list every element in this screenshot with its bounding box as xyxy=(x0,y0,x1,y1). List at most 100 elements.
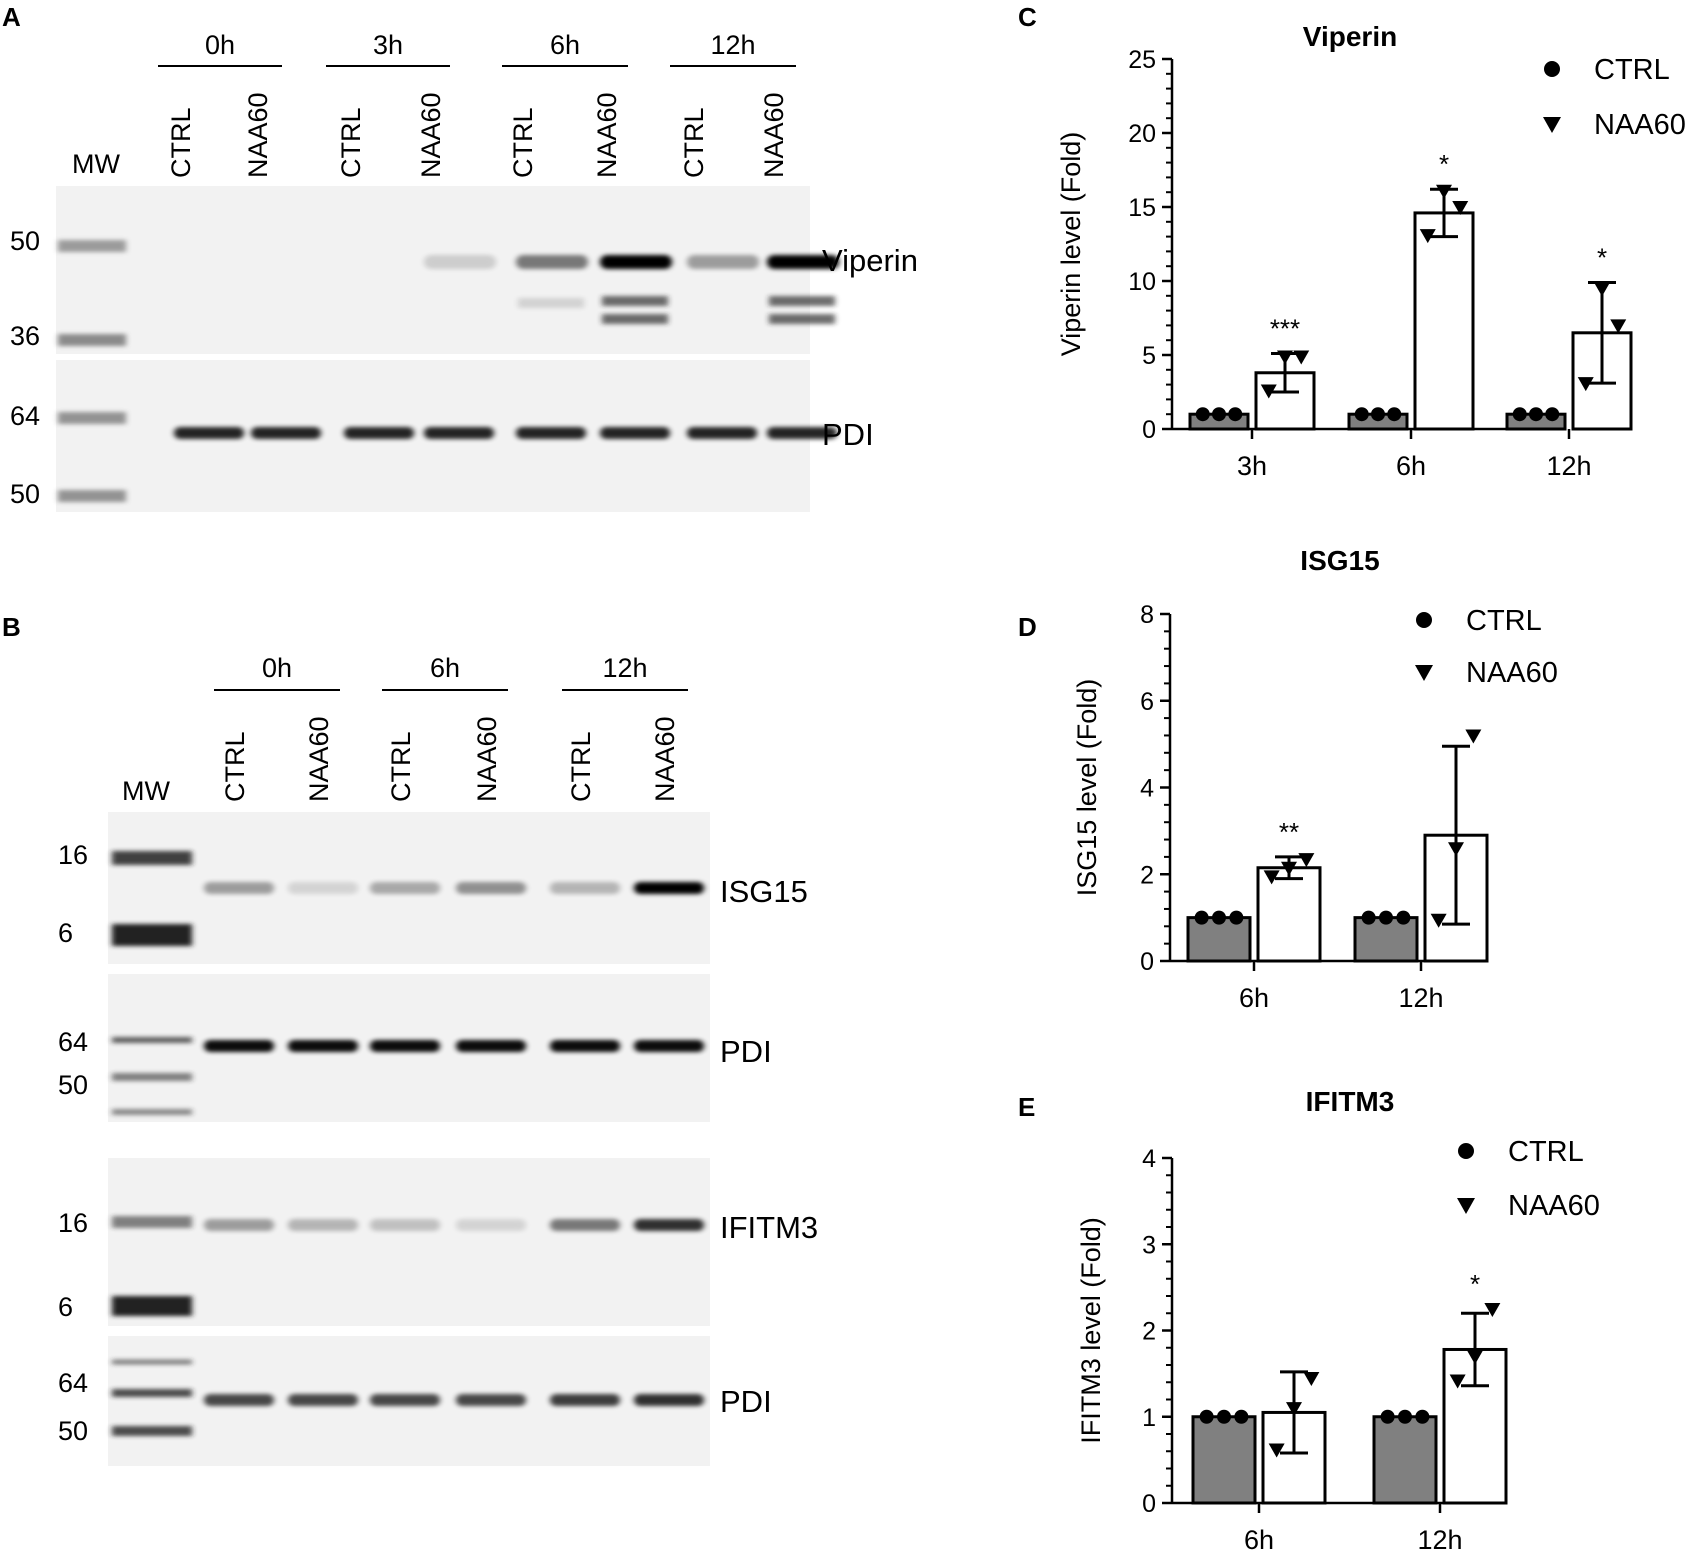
protein-band xyxy=(456,1219,526,1231)
timepoint-label: 3h xyxy=(373,30,403,60)
lane-label: NAA60 xyxy=(759,92,789,178)
ladder-band xyxy=(58,240,126,252)
legend-label: NAA60 xyxy=(1508,1190,1600,1222)
panel-label-b: B xyxy=(2,612,21,642)
lane-label: CTRL xyxy=(336,107,366,178)
data-point-triangle xyxy=(1449,1374,1466,1389)
protein-band xyxy=(634,1219,704,1231)
x-tick-label: 12h xyxy=(1546,451,1591,481)
lane-label: NAA60 xyxy=(304,716,334,802)
lane-label: NAA60 xyxy=(416,92,446,178)
blot-strip-label: PDI xyxy=(720,1034,772,1069)
data-point-triangle xyxy=(1293,350,1310,365)
panel-label-e: E xyxy=(1018,1092,1036,1122)
legend-label: CTRL xyxy=(1508,1136,1584,1168)
lane-label: CTRL xyxy=(679,107,709,178)
data-point-triangle xyxy=(1286,1402,1302,1417)
mw-marker: 50 xyxy=(58,1416,88,1446)
protein-band xyxy=(456,1394,526,1406)
y-tick-label: 3 xyxy=(1142,1231,1156,1259)
y-tick-label: 2 xyxy=(1140,861,1154,889)
mw-marker: 16 xyxy=(58,1208,88,1238)
timepoint-label: 0h xyxy=(262,653,292,683)
lane-label: NAA60 xyxy=(650,716,680,802)
y-tick-label: 0 xyxy=(1142,416,1156,444)
ladder-band xyxy=(112,1426,192,1436)
x-tick-label: 12h xyxy=(1417,1525,1462,1554)
mw-marker: 64 xyxy=(58,1027,88,1057)
viperin-band xyxy=(424,255,496,269)
protein-band xyxy=(370,1040,440,1052)
mw-marker: 50 xyxy=(10,226,40,256)
data-point-triangle xyxy=(1430,913,1447,928)
protein-band xyxy=(456,882,526,894)
y-tick-label: 0 xyxy=(1142,1490,1156,1518)
timepoint-label: 6h xyxy=(550,30,580,60)
protein-band xyxy=(634,1040,704,1052)
y-axis-label: Viperin level (Fold) xyxy=(1056,132,1086,357)
data-point-circle xyxy=(1380,1409,1395,1424)
data-point-circle xyxy=(1194,910,1209,925)
pdi-band xyxy=(767,427,837,439)
ladder-band xyxy=(58,334,126,346)
timepoint-label: 0h xyxy=(205,30,235,60)
legend-label: CTRL xyxy=(1594,54,1670,86)
y-axis-label: IFITM3 level (Fold) xyxy=(1076,1217,1106,1444)
chart-title: IFITM3 xyxy=(1306,1086,1395,1117)
legend-label: CTRL xyxy=(1466,605,1542,637)
protein-band xyxy=(550,1394,620,1406)
viperin-band xyxy=(767,255,839,269)
data-point-circle xyxy=(1212,407,1226,422)
protein-band xyxy=(550,882,620,894)
x-tick-label: 6h xyxy=(1396,451,1426,481)
bar-naa60 xyxy=(1256,866,1322,963)
data-point-circle xyxy=(1234,1409,1249,1424)
chart-title: Viperin xyxy=(1303,21,1397,52)
data-point-circle xyxy=(1545,407,1560,422)
bar-naa60 xyxy=(1413,211,1475,431)
blot-label-viperin: Viperin xyxy=(822,243,918,278)
lane-label: NAA60 xyxy=(243,92,273,178)
mw-marker: 6 xyxy=(58,918,73,948)
protein-band xyxy=(204,1219,274,1231)
western-blot-panel-b: 0h 6h 12h CTRL NAA60 CTRL NAA60 CTRL NAA60 MW 16 6 I… xyxy=(58,653,818,1466)
protein-band xyxy=(370,882,440,894)
ladder-band xyxy=(58,490,126,502)
data-point-circle xyxy=(1354,407,1369,422)
data-point-circle xyxy=(1228,407,1243,422)
pdi-band xyxy=(424,427,494,439)
viperin-minor-band xyxy=(602,314,668,324)
protein-band xyxy=(204,1040,274,1052)
y-tick-label: 1 xyxy=(1142,1404,1156,1432)
blot-strip-label: PDI xyxy=(720,1384,772,1419)
viperin-band xyxy=(687,255,759,269)
timepoint-label: 6h xyxy=(430,653,460,683)
pdi-band xyxy=(174,427,244,439)
panel-label-d: D xyxy=(1018,612,1037,642)
y-tick-label: 4 xyxy=(1142,1145,1156,1173)
y-tick-label: 0 xyxy=(1140,948,1154,976)
data-point-triangle xyxy=(1419,229,1436,244)
legend-label: NAA60 xyxy=(1594,109,1686,141)
data-point-circle xyxy=(1415,1409,1430,1424)
protein-band xyxy=(288,1219,358,1231)
mw-label: MW xyxy=(72,149,120,179)
data-point-circle xyxy=(1212,910,1226,925)
lane-label: CTRL xyxy=(220,731,250,802)
data-point-circle xyxy=(1512,407,1527,422)
chart-isg15: ISG15 0 2 4 6 8 ISG15 level (Fold) 6h ** 12h CTRL N… xyxy=(1072,550,1558,1013)
timepoint-label: 12h xyxy=(602,653,647,683)
data-point-triangle xyxy=(1448,842,1464,857)
protein-band xyxy=(288,1394,358,1406)
ladder-band xyxy=(112,1359,192,1365)
ladder-band xyxy=(112,924,192,946)
viperin-minor-band xyxy=(518,298,584,308)
data-point-triangle xyxy=(1298,853,1315,868)
data-point-triangle xyxy=(1467,1350,1483,1365)
significance-label: * xyxy=(1439,149,1449,179)
legend-marker-circle xyxy=(1544,61,1560,77)
data-point-circle xyxy=(1379,910,1393,925)
data-point-triangle xyxy=(1465,729,1482,744)
blot-strip-label: ISG15 xyxy=(720,874,808,909)
y-tick-label: 25 xyxy=(1128,46,1156,74)
